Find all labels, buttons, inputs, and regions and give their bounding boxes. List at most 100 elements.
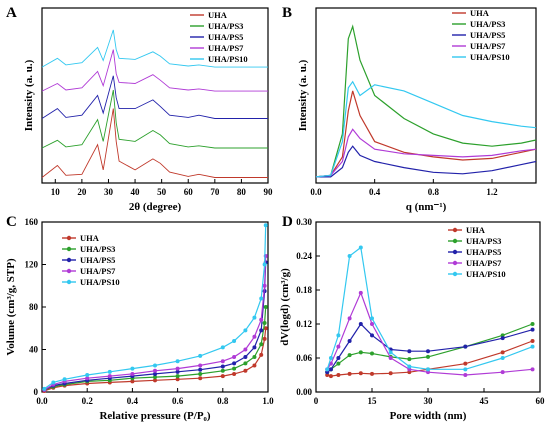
panel-letter: A: [6, 5, 17, 21]
series-line-uha-ps3: [326, 323, 533, 373]
x-tick-label: 1.2: [486, 187, 498, 197]
data-point: [198, 371, 203, 376]
series-line-uha-ps3: [315, 24, 537, 178]
data-point: [407, 367, 412, 372]
legend-label: UHA/PS3: [470, 19, 505, 29]
data-point: [500, 333, 505, 338]
data-point: [130, 366, 135, 371]
data-point: [358, 371, 363, 376]
data-point: [500, 350, 505, 355]
panel-letter: B: [282, 5, 292, 21]
series-line-uha-ps5: [316, 145, 537, 178]
data-point: [262, 283, 267, 288]
x-tick-label: 1.0: [262, 396, 274, 406]
data-point: [370, 316, 374, 321]
x-tick-label: 60: [536, 396, 546, 406]
legend-label: UHA: [208, 10, 228, 20]
data-point: [252, 354, 257, 359]
legend-marker: [66, 246, 72, 252]
data-point: [232, 361, 237, 366]
legend-label: UHA/PS10: [80, 277, 120, 287]
y-tick-label: 0.30: [296, 217, 312, 227]
legend-label: UHA/PS7: [208, 43, 244, 53]
x-tick-label: 30: [424, 396, 434, 406]
x-axis-label: Relative pressure (P/P₀): [99, 410, 210, 422]
data-point: [263, 223, 268, 228]
data-point: [370, 351, 374, 356]
data-point: [328, 374, 333, 379]
x-tick-label: 20: [77, 187, 87, 197]
x-tick-label: 0: [314, 396, 319, 406]
series-line-uha-ps7: [315, 128, 537, 178]
y-tick-label: 0: [34, 387, 39, 397]
data-point: [263, 326, 268, 331]
data-point: [426, 349, 430, 354]
data-point: [530, 367, 535, 372]
data-point: [262, 336, 267, 341]
data-point: [220, 374, 225, 379]
x-axis-label: q (nm⁻¹): [406, 201, 447, 213]
legend-label: UHA/PS7: [80, 266, 116, 276]
data-point: [259, 352, 264, 357]
series-line-uha-ps5: [41, 75, 268, 119]
data-point: [336, 333, 341, 338]
data-point: [347, 316, 352, 321]
series-line-uha-ps7: [326, 291, 533, 376]
data-point: [358, 290, 363, 295]
legend-label: UHA: [470, 8, 490, 18]
legend-marker: [452, 260, 458, 266]
data-point: [358, 322, 363, 326]
data-point: [232, 354, 237, 359]
panel-a: A 10 20 30 40 50 60 70 80 90 2θ (degree) Intensity …: [6, 5, 273, 213]
y-tick-label: 0.24: [296, 251, 312, 261]
data-point: [407, 364, 412, 369]
data-point: [370, 322, 374, 326]
y-tick-label: 160: [25, 217, 39, 227]
data-point: [51, 380, 56, 385]
plot-frame: [315, 221, 541, 393]
data-point: [325, 373, 330, 377]
panel-letter: C: [6, 214, 17, 230]
legend-label: UHA: [80, 233, 100, 243]
data-point: [198, 376, 203, 381]
legend-label: UHA/PS10: [470, 52, 510, 62]
legend-marker: [66, 279, 72, 285]
legend-marker: [452, 238, 458, 244]
data-point: [463, 344, 468, 349]
data-point: [175, 359, 180, 364]
legend-label: UHA/PS3: [208, 21, 243, 31]
data-point: [463, 373, 468, 377]
y-tick-label: 0.00: [296, 387, 312, 397]
data-point: [259, 328, 264, 333]
y-tick-label: 120: [25, 260, 39, 270]
data-point: [370, 371, 374, 376]
x-tick-label: 50: [157, 187, 167, 197]
data-point: [347, 353, 352, 358]
data-point: [325, 367, 330, 372]
data-point: [243, 347, 248, 352]
data-point: [426, 367, 430, 372]
data-point: [153, 378, 157, 383]
data-point: [252, 315, 257, 320]
data-point: [232, 339, 237, 343]
legend-label: UHA/PS5: [80, 255, 115, 265]
data-point: [42, 386, 47, 391]
y-tick-label: 0.12: [296, 319, 312, 329]
data-point: [85, 376, 90, 381]
data-point: [388, 356, 393, 360]
data-point: [358, 350, 363, 355]
x-tick-label: 45: [480, 396, 490, 406]
legend-label: UHA/PS5: [466, 247, 501, 257]
data-point: [220, 359, 225, 364]
data-point: [243, 361, 248, 366]
panel-letter: D: [282, 214, 293, 230]
legend-marker: [452, 227, 458, 233]
x-tick-label: 0.0: [310, 187, 322, 197]
legend-label: UHA/PS3: [80, 244, 115, 254]
data-point: [347, 254, 352, 258]
y-axis-label: dV(logd) (cm³/g): [279, 268, 291, 346]
plot-frame: [315, 7, 537, 184]
data-point: [336, 356, 341, 360]
x-tick-label: 0.6: [172, 396, 184, 406]
